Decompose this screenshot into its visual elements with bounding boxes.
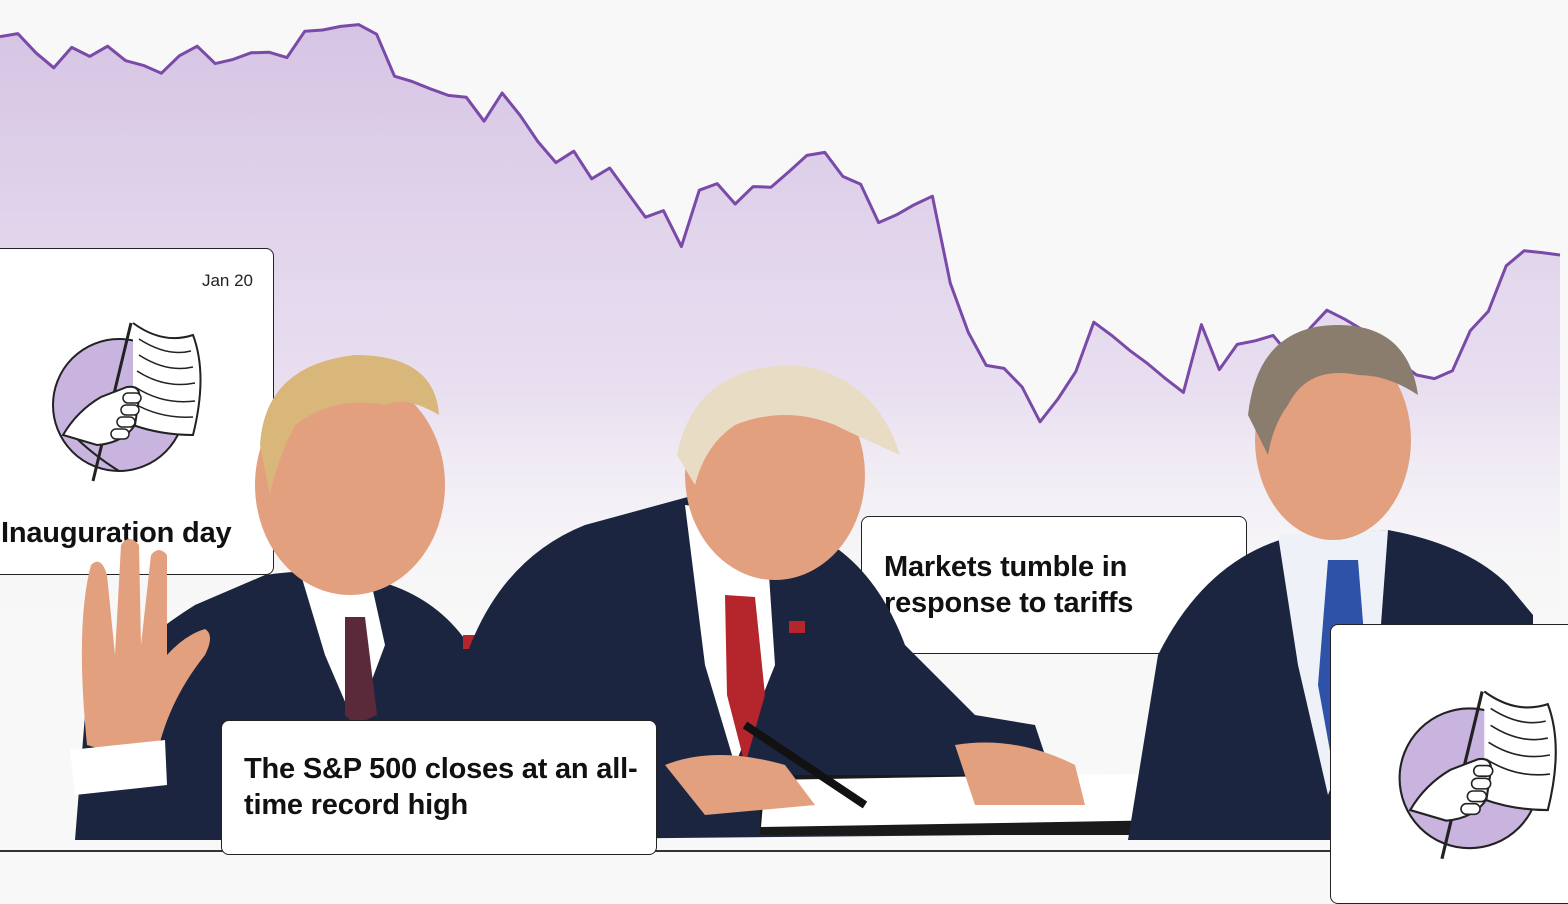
flag-icon-card bbox=[1330, 624, 1568, 904]
chart-baseline bbox=[0, 850, 1568, 852]
record-high-title: The S&P 500 closes at an all-time record… bbox=[244, 753, 638, 821]
tariffs-title: Markets tumble in response to tariffs bbox=[884, 551, 1134, 619]
inauguration-date: Jan 20 bbox=[201, 271, 253, 290]
inauguration-title: Inauguration day bbox=[1, 517, 232, 549]
hand-holding-flag-icon bbox=[1398, 690, 1557, 860]
record-high-card: The S&P 500 closes at an all-time record… bbox=[221, 720, 657, 855]
inauguration-card: Jan 20 Inauguration day bbox=[0, 248, 274, 575]
tariffs-card: Markets tumble in response to tariffs bbox=[861, 516, 1247, 654]
hand-holding-flag-icon bbox=[52, 322, 202, 482]
